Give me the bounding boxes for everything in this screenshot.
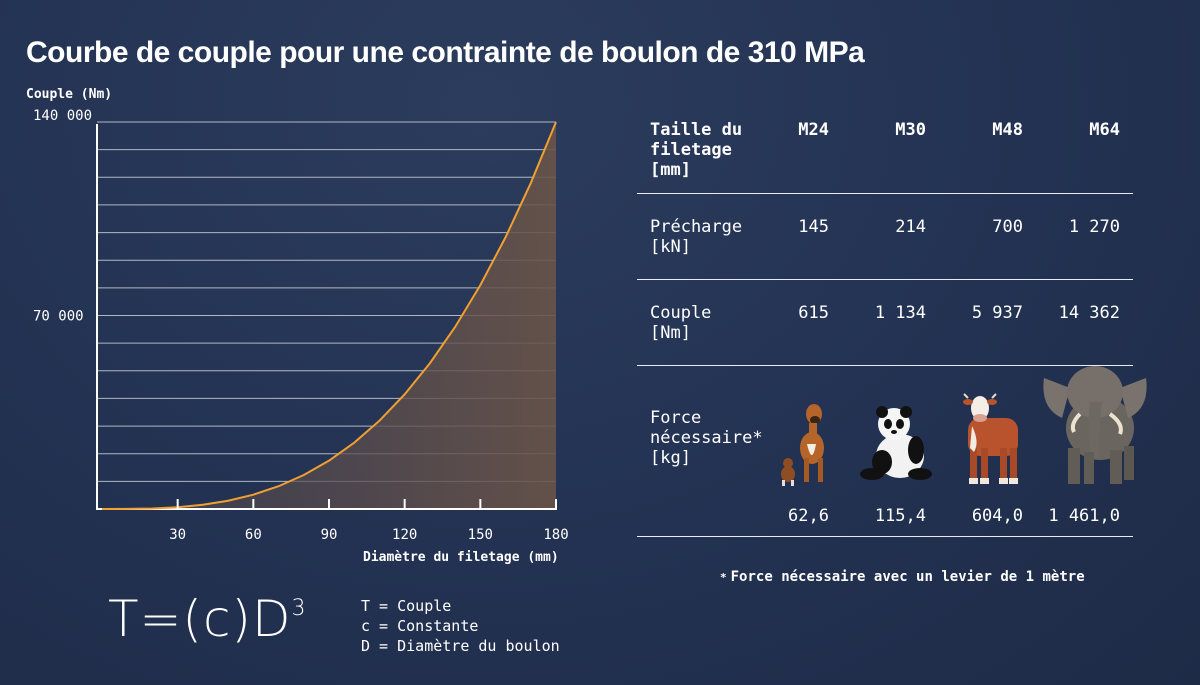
formula-exponent: 3 (291, 596, 307, 621)
table-header-m64: M64 (1089, 120, 1120, 140)
footnote-text: Force nécessaire avec un levier de 1 mèt… (730, 569, 1085, 585)
x-axis-label: Diamètre du filetage (mm) (363, 550, 559, 565)
y-tick-label: 70 000 (33, 309, 84, 325)
x-tick-label: 90 (321, 527, 338, 543)
elephant-icon (1043, 366, 1147, 484)
torque-chart: 30 60 90 120 150 180 70 000 140 000 (33, 108, 569, 543)
x-tick-label: 180 (543, 527, 568, 543)
x-tick-label: 60 (245, 527, 262, 543)
table-header-label: Taille du filetage [mm] (650, 120, 743, 180)
preload-m24: 145 (798, 217, 829, 237)
table-header-m30: M30 (895, 120, 926, 140)
panda-icon (860, 406, 932, 480)
torque-m24: 615 (798, 303, 829, 323)
preload-m48: 700 (992, 217, 1023, 237)
preload-m64: 1 270 (1068, 217, 1120, 237)
preload-m30: 214 (895, 217, 926, 237)
formula-legend: T = Couple c = Constante D = Diamètre du… (361, 596, 560, 656)
y-axis-label: Couple (Nm) (26, 87, 113, 102)
dog-icon (781, 404, 824, 486)
force-m48: 604,0 (971, 506, 1023, 526)
footnote-star: * (720, 571, 727, 584)
torque-m48: 5 937 (971, 303, 1023, 323)
table-divider (637, 365, 1133, 366)
formula-main: T=(c)D (108, 590, 292, 648)
y-tick-label: 140 000 (33, 108, 92, 124)
table-header-m24: M24 (798, 120, 829, 140)
area-fill (102, 122, 556, 509)
torque-m30: 1 134 (874, 303, 926, 323)
table-header-m48: M48 (992, 120, 1023, 140)
force-m30: 115,4 (874, 506, 926, 526)
formula-legend-c: c = Constante (361, 617, 479, 635)
formula-legend-d: D = Diamètre du boulon (361, 637, 560, 655)
table-divider (637, 536, 1133, 537)
force-m64: 1 461,0 (1048, 506, 1120, 526)
force-label: Force nécessaire* [kg] (650, 408, 763, 468)
preload-label: Précharge [kN] (650, 217, 743, 257)
x-tick-label: 120 (392, 527, 417, 543)
force-m24: 62,6 (788, 506, 829, 526)
cow-icon (963, 393, 1018, 484)
x-tick-label: 150 (468, 527, 493, 543)
table-divider (637, 279, 1133, 280)
torque-m64: 14 362 (1058, 303, 1120, 323)
formula-legend-t: T = Couple (361, 597, 452, 615)
formula: T=(c)D3 (108, 590, 306, 648)
torque-label: Couple [Nm] (650, 303, 712, 343)
page-title: Courbe de couple pour une contrainte de … (26, 36, 865, 69)
table-divider (637, 193, 1133, 194)
footnote: * Force nécessaire avec un levier de 1 mè… (720, 569, 1085, 585)
x-tick-label: 30 (169, 527, 186, 543)
